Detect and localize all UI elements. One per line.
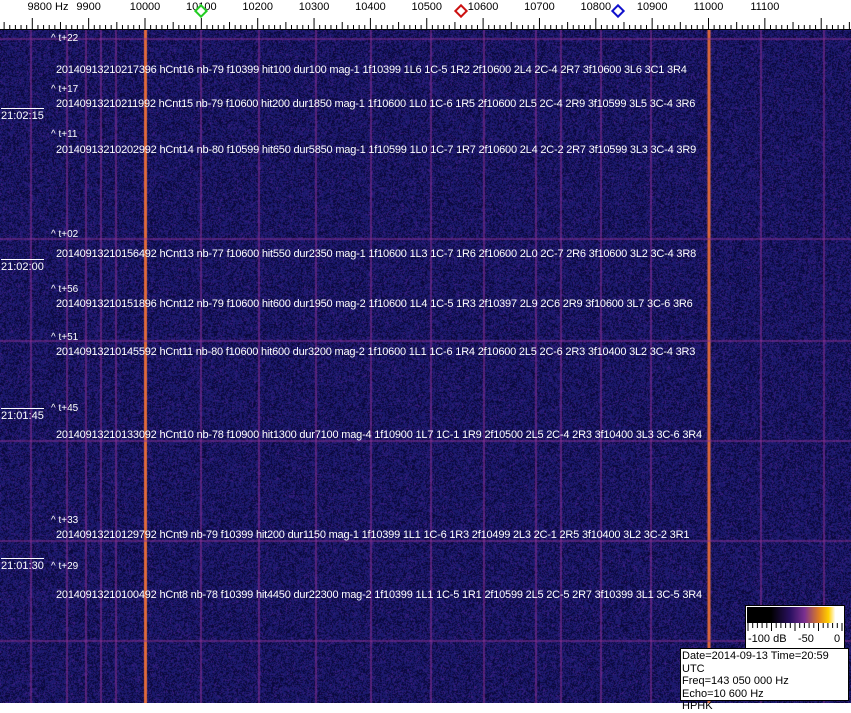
time-label: 21:01:45: [1, 408, 44, 422]
colorbar-legend: -100 dB -50 0: [745, 605, 845, 649]
time-offset-label: ^ t+29: [51, 561, 79, 572]
axis-label: 10000: [129, 1, 161, 13]
detection-line: 20140913210156492 hCnt13 nb-77 f10600 hi…: [56, 248, 696, 260]
info-frequency: Freq=143 050 000 Hz: [682, 675, 789, 687]
time-offset-label: ^ t+11: [51, 129, 78, 140]
time-offset-label: ^ t+02: [51, 229, 79, 240]
colorbar-label-max: 0: [834, 633, 841, 645]
time-label: 21:02:00: [1, 259, 44, 273]
detection-line: 20140913210133092 hCnt10 nb-78 f10900 hi…: [56, 429, 702, 441]
detection-line: 20140913210151896 hCnt12 nb-79 f10600 hi…: [56, 298, 693, 310]
axis-label: 10500: [411, 1, 443, 13]
waterfall-display[interactable]: [0, 30, 851, 703]
detection-line: 20140913210129792 hCnt9 nb-79 f10399 hit…: [56, 529, 690, 541]
info-station: HPHK: [682, 700, 713, 712]
axis-unit-label: 9800 Hz: [27, 1, 69, 13]
colorbar-label-mid: -50: [798, 633, 814, 645]
axis-label: 10600: [467, 1, 499, 13]
detection-line: 2014091321021739​6 hCnt16 nb-79 f10399 h…: [56, 64, 687, 76]
info-box: Date=2014-09-13 Time=20:59 UTC Freq=143 …: [680, 648, 849, 712]
time-offset-label: ^ t+56: [51, 284, 79, 295]
colorbar-label-min: -100 dB: [748, 633, 787, 645]
time-offset-label: ^ t+45: [51, 403, 79, 414]
info-date-time: Date=2014-09-13 Time=20:59 UTC: [682, 650, 829, 675]
detection-line: 20140913210202992 hCnt14 nb-80 f10599 hi…: [56, 144, 696, 156]
frequency-axis[interactable]: 9800 Hz 99001000010100102001030010400105…: [0, 0, 851, 30]
blue-marker-icon[interactable]: [611, 3, 626, 19]
axis-label: 10700: [524, 1, 555, 13]
time-offset-label: ^ t+22: [51, 33, 79, 44]
time-offset-label: ^ t+17: [51, 84, 79, 95]
axis-label: 10400: [355, 1, 386, 13]
detection-line: 20140913210211992 hCnt15 nb-79 f10600 hi…: [56, 98, 696, 110]
axis-label: 11000: [693, 1, 724, 13]
axis-label: 10300: [298, 1, 330, 13]
red-marker-icon[interactable]: [453, 3, 468, 19]
axis-label: 11100: [750, 1, 780, 13]
time-offset-label: ^ t+33: [51, 515, 79, 526]
detection-line: 20140913210145592 hCnt11 nb-80 f10600 hi…: [56, 346, 696, 358]
colorbar-ticks: [747, 623, 843, 631]
axis-label: 9900: [76, 1, 101, 13]
time-label: 21:02:15: [1, 108, 44, 122]
axis-label: 10200: [242, 1, 273, 13]
axis-ticks: [0, 18, 851, 30]
time-label: 21:01:30: [1, 558, 44, 572]
colorbar-gradient: [747, 607, 843, 623]
info-echo: Echo=10 600 Hz: [682, 687, 764, 700]
axis-label: 10800: [580, 1, 612, 13]
time-offset-label: ^ t+51: [51, 332, 79, 343]
axis-label: 10900: [636, 1, 668, 13]
detection-line: 20140913210100492 hCnt8 nb-78 f10399 hit…: [56, 589, 702, 601]
